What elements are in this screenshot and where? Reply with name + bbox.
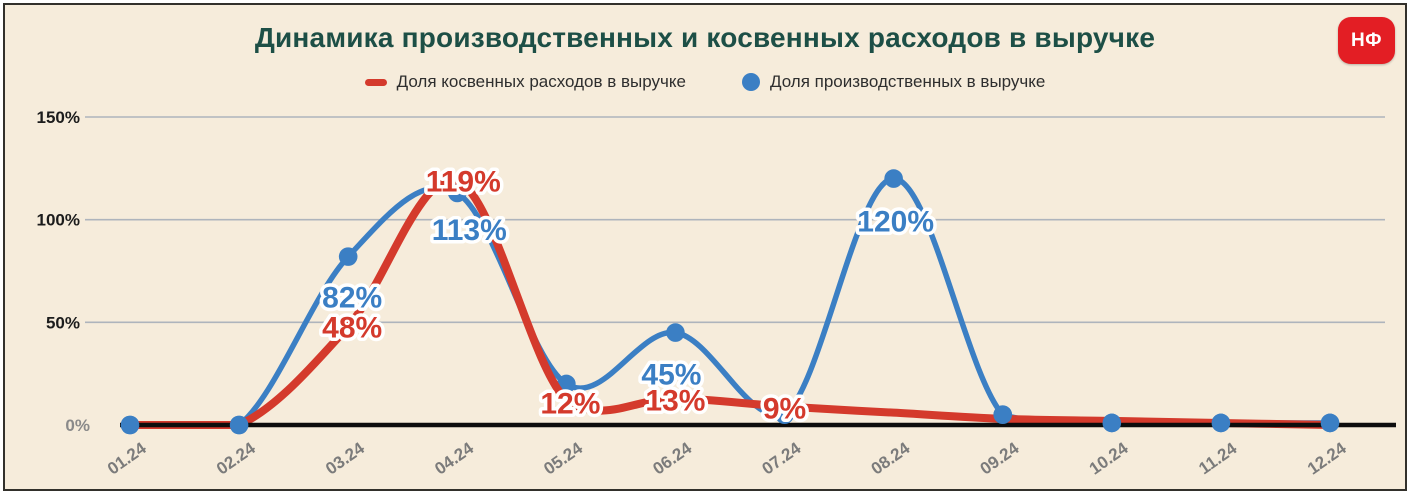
data-label: 12% xyxy=(540,387,600,420)
y-axis-label: 150% xyxy=(37,108,80,127)
red-dash-icon xyxy=(364,78,387,86)
legend-item-indirect: Доля косвенных расходов в выручке xyxy=(364,72,686,92)
data-label: 120% xyxy=(857,206,934,239)
x-axis-label: 06.24 xyxy=(649,438,695,478)
card-frame xyxy=(3,3,1407,491)
legend-item-production: Доля производственных в выручке xyxy=(741,72,1046,92)
x-axis-label: 03.24 xyxy=(322,438,368,478)
data-point-production xyxy=(666,323,685,342)
y-axis-label: 0% xyxy=(65,416,90,435)
data-label: 48% xyxy=(322,311,382,344)
data-label: 45% xyxy=(641,359,701,392)
x-axis-label: 08.24 xyxy=(868,438,914,478)
data-point-production xyxy=(884,169,903,188)
data-point-production xyxy=(993,405,1013,425)
legend-label-production: Доля производственных в выручке xyxy=(769,72,1046,91)
brand-logo-text: НФ xyxy=(1351,29,1382,51)
x-axis-label: 07.24 xyxy=(759,438,805,478)
data-point-production xyxy=(120,415,140,435)
brand-logo-icon: НФ xyxy=(1338,17,1395,64)
x-axis-label: 10.24 xyxy=(1086,438,1132,478)
data-label: 13% xyxy=(645,384,705,417)
data-point-production xyxy=(1211,413,1231,433)
data-label: 9% xyxy=(763,393,806,426)
data-label: 119% xyxy=(426,166,501,199)
data-point-production xyxy=(775,405,794,425)
page-title: Динамика производственных и косвенных ра… xyxy=(254,22,1156,53)
x-axis-label: 11.24 xyxy=(1195,438,1240,478)
series-line-production xyxy=(127,175,1333,428)
data-point-production xyxy=(338,247,358,266)
y-axis-label: 100% xyxy=(37,211,80,230)
x-axis-label: 02.24 xyxy=(213,438,259,478)
data-point-production xyxy=(447,183,467,203)
blue-dot-icon xyxy=(741,73,760,91)
data-point-production xyxy=(229,415,249,435)
data-label: 113% xyxy=(432,214,507,247)
series-line-indirect xyxy=(126,175,1334,429)
x-axis-label: 01.24 xyxy=(104,438,150,478)
x-axis-label: 04.24 xyxy=(431,438,477,478)
data-point-production xyxy=(1102,413,1122,433)
data-label: 82% xyxy=(322,282,382,315)
y-axis-label: 50% xyxy=(46,313,80,332)
x-axis-label: 05.24 xyxy=(540,438,586,478)
x-axis-label: 12.24 xyxy=(1304,438,1350,478)
x-axis-label: 09.24 xyxy=(977,438,1023,478)
chart-legend: Доля косвенных расходов в выручке Доля п… xyxy=(0,72,1410,92)
data-point-production xyxy=(1320,413,1340,433)
legend-label-indirect: Доля косвенных расходов в выручке xyxy=(396,72,686,91)
